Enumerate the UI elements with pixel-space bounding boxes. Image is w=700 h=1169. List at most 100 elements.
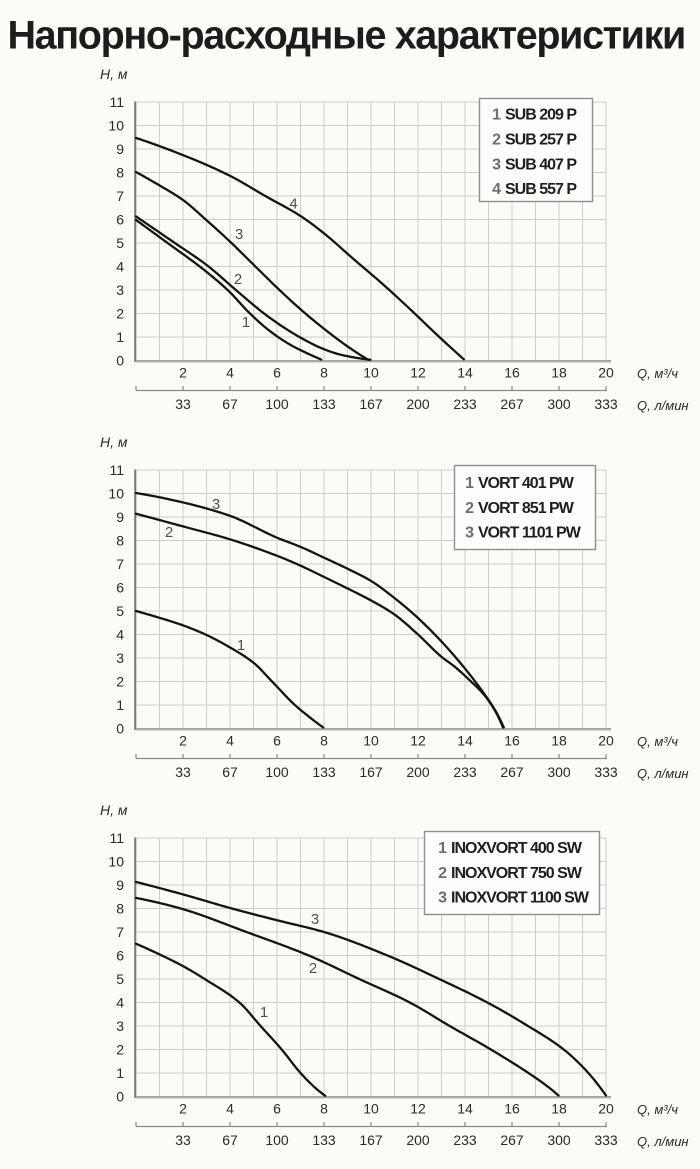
svg-text:8: 8 — [320, 365, 328, 381]
svg-text:11: 11 — [109, 830, 124, 846]
svg-text:6: 6 — [273, 365, 281, 381]
svg-text:10: 10 — [363, 365, 379, 381]
svg-text:3: 3 — [116, 650, 124, 666]
svg-text:H, м: H, м — [100, 66, 128, 82]
svg-text:2: 2 — [465, 500, 474, 517]
svg-text:11: 11 — [109, 462, 124, 478]
svg-text:Напорно-расходные характеристи: Напорно-расходные характеристики — [8, 14, 685, 58]
svg-text:333: 333 — [594, 1132, 618, 1148]
svg-text:3: 3 — [116, 282, 124, 298]
svg-text:4: 4 — [492, 181, 501, 198]
svg-text:267: 267 — [500, 1132, 524, 1148]
svg-text:3: 3 — [116, 1018, 124, 1034]
svg-text:233: 233 — [453, 1132, 477, 1148]
svg-text:18: 18 — [551, 365, 567, 381]
svg-text:Q, м³/ч: Q, м³/ч — [637, 734, 678, 749]
svg-text:33: 33 — [175, 764, 191, 780]
svg-text:Q, л/мин: Q, л/мин — [637, 766, 689, 781]
svg-text:3: 3 — [492, 156, 501, 173]
svg-text:2: 2 — [116, 1042, 124, 1058]
svg-text:2: 2 — [116, 674, 124, 690]
svg-text:2: 2 — [116, 306, 124, 322]
svg-text:300: 300 — [547, 1132, 571, 1148]
svg-text:Q, м³/ч: Q, м³/ч — [637, 1102, 678, 1117]
svg-text:167: 167 — [359, 396, 383, 412]
svg-text:5: 5 — [116, 971, 124, 987]
svg-text:4: 4 — [116, 259, 124, 275]
svg-text:VORT 851 PW: VORT 851 PW — [478, 500, 575, 517]
svg-text:16: 16 — [504, 1101, 520, 1117]
svg-text:10: 10 — [363, 1101, 379, 1117]
svg-text:0: 0 — [116, 721, 124, 737]
svg-text:2: 2 — [309, 960, 317, 977]
svg-text:4: 4 — [116, 627, 124, 643]
svg-text:5: 5 — [116, 235, 124, 251]
svg-text:H, м: H, м — [100, 434, 128, 450]
svg-text:14: 14 — [457, 733, 473, 749]
svg-text:133: 133 — [312, 1132, 336, 1148]
svg-text:4: 4 — [289, 196, 297, 213]
svg-text:3: 3 — [212, 496, 220, 513]
svg-text:4: 4 — [226, 733, 234, 749]
svg-text:3: 3 — [311, 911, 319, 928]
svg-text:8: 8 — [116, 901, 124, 917]
svg-text:1: 1 — [492, 107, 501, 124]
svg-text:9: 9 — [116, 141, 124, 157]
svg-text:20: 20 — [598, 1101, 614, 1117]
svg-text:16: 16 — [504, 365, 520, 381]
svg-text:1: 1 — [465, 475, 474, 492]
svg-text:10: 10 — [108, 486, 124, 502]
svg-text:12: 12 — [410, 365, 426, 381]
svg-text:14: 14 — [457, 1101, 473, 1117]
svg-text:233: 233 — [453, 396, 477, 412]
svg-text:67: 67 — [222, 396, 238, 412]
svg-text:5: 5 — [116, 603, 124, 619]
svg-text:SUB 257 P: SUB 257 P — [505, 131, 577, 148]
svg-text:INOXVORT 750 SW: INOXVORT 750 SW — [451, 865, 583, 882]
svg-text:20: 20 — [598, 365, 614, 381]
svg-text:18: 18 — [551, 733, 567, 749]
svg-text:9: 9 — [116, 877, 124, 893]
svg-text:INOXVORT 400 SW: INOXVORT 400 SW — [451, 840, 583, 857]
svg-text:2: 2 — [179, 1101, 187, 1117]
svg-text:1: 1 — [260, 1004, 268, 1021]
svg-text:200: 200 — [406, 1132, 430, 1148]
svg-text:1: 1 — [438, 840, 447, 857]
svg-text:3: 3 — [438, 890, 447, 907]
svg-text:0: 0 — [116, 353, 124, 369]
svg-text:1: 1 — [242, 314, 250, 331]
svg-text:100: 100 — [265, 1132, 289, 1148]
svg-text:333: 333 — [594, 764, 618, 780]
svg-text:200: 200 — [406, 764, 430, 780]
svg-text:333: 333 — [594, 396, 618, 412]
svg-text:18: 18 — [551, 1101, 567, 1117]
svg-text:1: 1 — [116, 329, 124, 345]
svg-text:33: 33 — [175, 1132, 191, 1148]
svg-text:7: 7 — [116, 924, 124, 940]
svg-text:VORT 1101 PW: VORT 1101 PW — [478, 525, 582, 542]
svg-text:11: 11 — [109, 94, 124, 110]
svg-text:7: 7 — [116, 556, 124, 572]
svg-text:2: 2 — [438, 865, 447, 882]
svg-text:2: 2 — [165, 524, 173, 541]
svg-text:133: 133 — [312, 396, 336, 412]
svg-text:6: 6 — [273, 733, 281, 749]
svg-text:8: 8 — [320, 733, 328, 749]
svg-text:1: 1 — [116, 1065, 124, 1081]
svg-text:INOXVORT 1100 SW: INOXVORT 1100 SW — [451, 890, 590, 907]
svg-text:67: 67 — [222, 1132, 238, 1148]
svg-text:267: 267 — [500, 764, 524, 780]
svg-text:7: 7 — [116, 188, 124, 204]
svg-text:SUB 407 P: SUB 407 P — [505, 156, 577, 173]
svg-text:10: 10 — [108, 118, 124, 134]
svg-text:4: 4 — [226, 1101, 234, 1117]
svg-text:200: 200 — [406, 396, 430, 412]
svg-text:16: 16 — [504, 733, 520, 749]
svg-text:20: 20 — [598, 733, 614, 749]
svg-text:167: 167 — [359, 764, 383, 780]
svg-text:3: 3 — [465, 525, 474, 542]
svg-text:9: 9 — [116, 509, 124, 525]
svg-text:1: 1 — [237, 637, 245, 654]
svg-text:300: 300 — [547, 396, 571, 412]
svg-text:167: 167 — [359, 1132, 383, 1148]
